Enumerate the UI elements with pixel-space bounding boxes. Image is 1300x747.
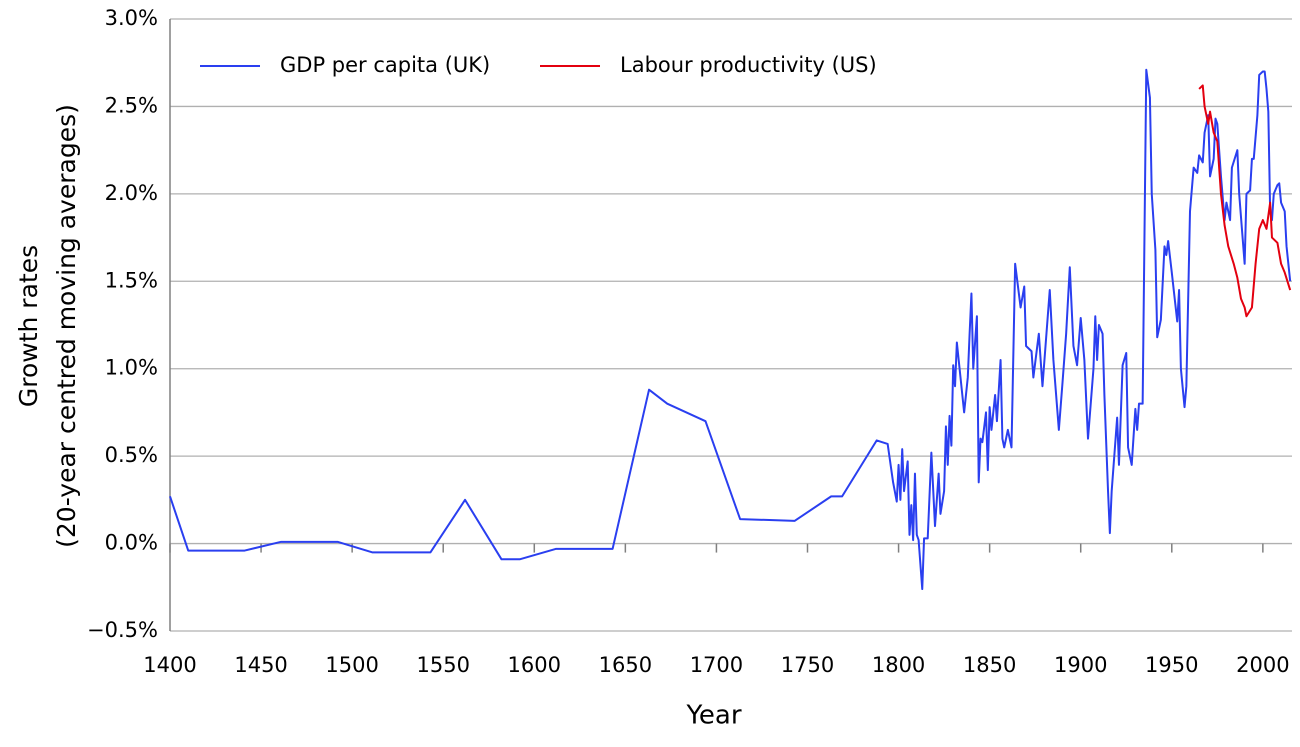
y-tick-label: 2.0% [105, 181, 158, 205]
y-tick-label: 3.0% [105, 6, 158, 30]
y-tick-label: −0.5% [87, 618, 158, 642]
data-line [1198, 84, 1292, 318]
data-line [169, 68, 1292, 591]
x-axis-title: Year [685, 701, 741, 731]
x-tick-label: 1950 [1145, 653, 1198, 677]
x-tick-label: 1650 [599, 653, 652, 677]
x-tick-label: 1700 [690, 653, 743, 677]
x-tick-label: 2000 [1236, 653, 1289, 677]
x-tick-label: 1450 [234, 653, 287, 677]
y-axis-title: Growth rates [14, 245, 43, 407]
y-tick-label: 0.5% [105, 443, 158, 467]
y-tick-label: 0.0% [105, 531, 158, 555]
x-tick-label: 1850 [963, 653, 1016, 677]
x-tick-label: 1400 [143, 653, 196, 677]
x-tick-label: 1900 [1054, 653, 1107, 677]
y-tick-label: 2.5% [105, 93, 158, 117]
x-tick-label: 1800 [872, 653, 925, 677]
legend-label: GDP per capita (UK) [280, 53, 490, 77]
y-axis-title: (20-year centred moving averages) [52, 104, 81, 548]
legend-label: Labour productivity (US) [620, 53, 877, 77]
x-tick-label: 1550 [416, 653, 469, 677]
x-tick-label: 1750 [781, 653, 834, 677]
x-tick-label: 1600 [508, 653, 561, 677]
y-tick-label: 1.5% [105, 268, 158, 292]
y-tick-label: 1.0% [105, 356, 158, 380]
x-tick-label: 1500 [325, 653, 378, 677]
